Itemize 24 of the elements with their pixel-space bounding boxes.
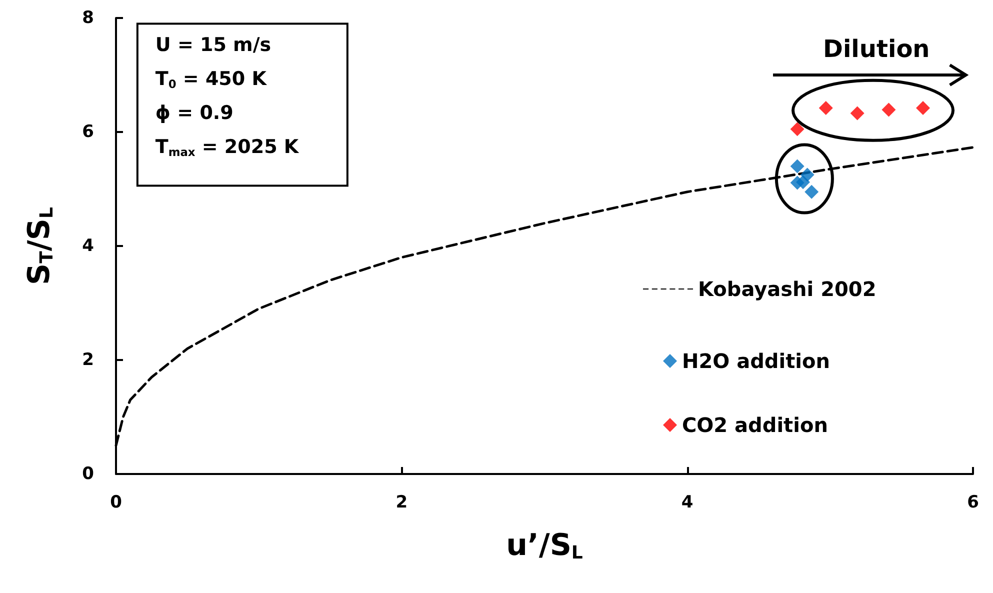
annotation: U = 15 m/s: [155, 34, 272, 56]
point: [916, 101, 930, 116]
y-tick-label: 2: [82, 350, 94, 370]
point: [850, 106, 864, 120]
point: [796, 175, 810, 190]
legend-label: H2O addition: [682, 349, 830, 373]
point: [818, 101, 833, 116]
point: [882, 102, 896, 117]
y-tick-label: 8: [82, 8, 94, 28]
point: [790, 159, 804, 174]
y-tick-label: 6: [82, 122, 94, 142]
y-axis-title: ST/SL: [22, 207, 58, 285]
x-tick-label: 2: [396, 492, 408, 512]
legend-label: Kobayashi 2002: [698, 277, 876, 301]
y-tick-label: 4: [82, 236, 94, 256]
x-tick-label: 0: [110, 492, 122, 512]
annotation: ϕ = 0.9: [155, 102, 234, 124]
x-tick-label: 6: [967, 492, 979, 512]
point: [804, 184, 819, 199]
annotation: Dilution: [823, 35, 930, 63]
x-tick-label: 4: [681, 492, 694, 512]
point: [790, 122, 804, 136]
y-tick-label: 0: [82, 464, 94, 484]
legend-label: CO2 addition: [682, 413, 828, 437]
